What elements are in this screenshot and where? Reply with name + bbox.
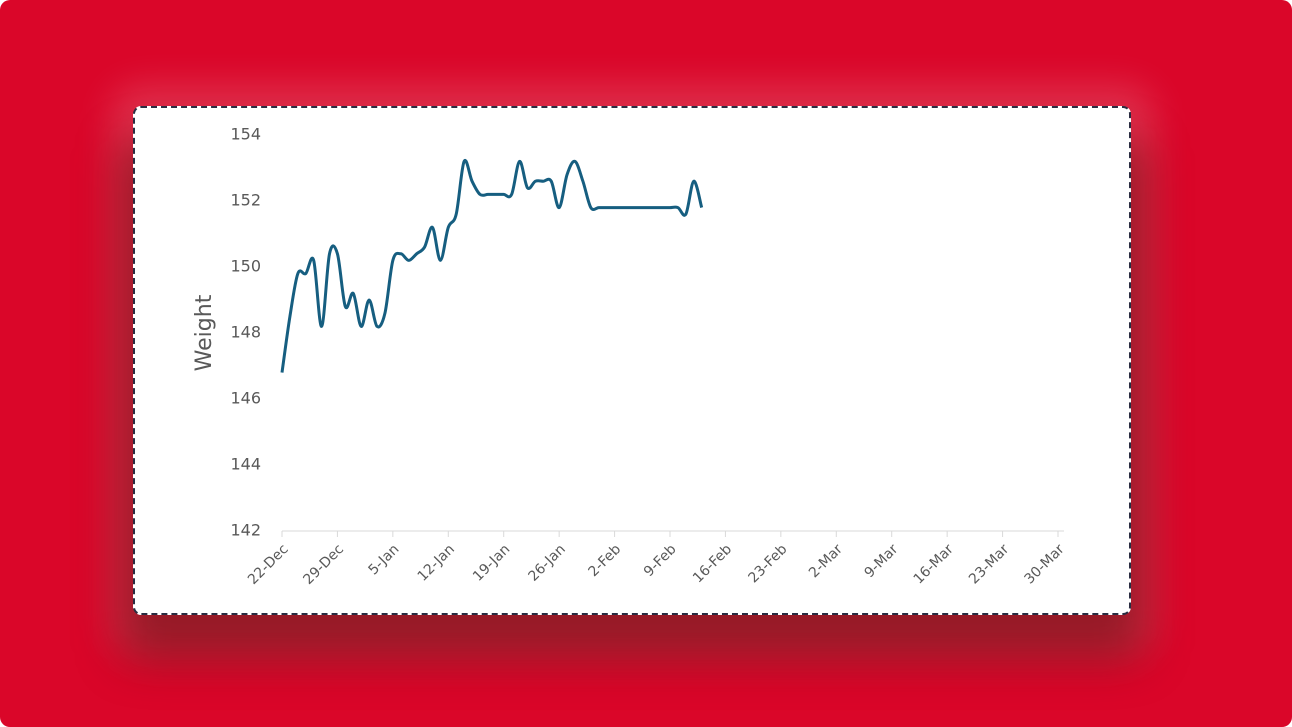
y-tick-label: 148 xyxy=(230,323,261,342)
x-tick-label: 5-Jan xyxy=(366,541,403,578)
x-tick-label: 22-Dec xyxy=(245,541,292,588)
y-axis-label: Weight xyxy=(192,294,217,371)
data-line xyxy=(280,158,704,373)
x-tick-label: 23-Feb xyxy=(746,541,791,586)
x-tick-label: 9-Feb xyxy=(641,541,680,580)
x-tick-label: 12-Jan xyxy=(415,541,458,584)
x-tick-label: 16-Mar xyxy=(911,541,957,587)
x-tick-label: 2-Mar xyxy=(806,541,846,581)
x-tick-label: 26-Jan xyxy=(526,541,569,584)
x-tick-label: 30-Mar xyxy=(1021,541,1067,587)
y-tick-label: 154 xyxy=(230,125,261,144)
y-tick-label: 142 xyxy=(230,521,261,540)
y-tick-label: 150 xyxy=(230,257,261,276)
x-tick-label: 2-Feb xyxy=(586,541,625,580)
chart-card xyxy=(133,106,1131,615)
x-tick-label: 16-Feb xyxy=(690,541,735,586)
y-tick-label: 152 xyxy=(230,191,261,210)
x-tick-label: 23-Mar xyxy=(966,541,1012,587)
x-tick-label: 29-Dec xyxy=(300,541,347,588)
y-tick-label: 144 xyxy=(230,455,261,474)
x-tick-label: 9-Mar xyxy=(862,541,902,581)
x-tick-label: 19-Jan xyxy=(470,541,513,584)
y-tick-label: 146 xyxy=(230,389,261,408)
